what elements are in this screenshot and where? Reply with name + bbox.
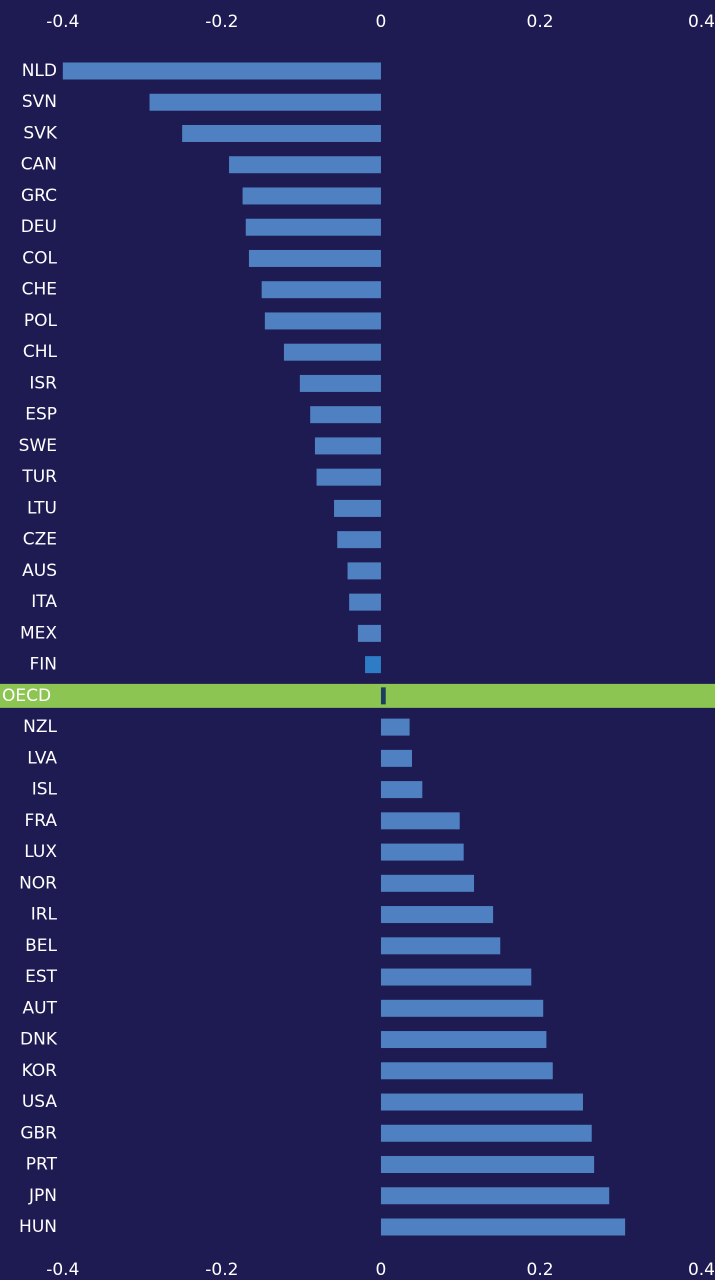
bar: [349, 593, 381, 611]
bar: [380, 1187, 610, 1205]
category-label: TUR: [21, 467, 57, 487]
category-label: DNK: [20, 1030, 58, 1050]
x-tick-label-top: 0: [376, 12, 387, 32]
bar: [229, 156, 381, 174]
bar: [261, 281, 381, 299]
bar: [380, 874, 475, 892]
bar: [182, 124, 381, 142]
x-tick-label-top: 0.2: [527, 12, 554, 32]
category-label: AUT: [23, 998, 58, 1018]
category-label: NZL: [23, 717, 57, 737]
bar: [380, 999, 544, 1017]
bar: [347, 562, 381, 580]
category-label: FIN: [29, 655, 57, 675]
bar: [380, 1218, 626, 1236]
bar: [380, 687, 386, 705]
category-label: SVN: [22, 92, 57, 112]
category-label: NOR: [19, 873, 57, 893]
category-label: CHL: [23, 342, 58, 362]
bar: [380, 1156, 595, 1174]
category-label: CHE: [22, 280, 57, 300]
category-label: PRT: [26, 1155, 58, 1175]
category-label: GRC: [21, 186, 57, 206]
category-label: OECD: [2, 686, 51, 706]
category-label: LVA: [27, 748, 57, 768]
category-label: POL: [24, 311, 58, 331]
bar: [242, 187, 381, 205]
bar: [380, 1031, 547, 1049]
category-label: NLD: [22, 61, 57, 81]
category-label: FRA: [24, 811, 57, 831]
bar: [380, 781, 423, 799]
category-label: USA: [22, 1092, 58, 1112]
category-label: DEU: [21, 217, 57, 237]
bar: [337, 531, 381, 549]
bar: [314, 437, 381, 455]
category-label: GBR: [20, 1123, 57, 1143]
bar: [380, 906, 494, 924]
category-label: ISR: [29, 373, 57, 393]
category-label: ISL: [32, 780, 58, 800]
bar: [380, 843, 464, 861]
bar: [380, 1062, 553, 1080]
category-label: KOR: [22, 1061, 58, 1081]
x-tick-label-top: -0.2: [205, 12, 238, 32]
category-label: SVK: [23, 123, 57, 143]
category-label: ITA: [31, 592, 57, 612]
x-tick-label-bottom: -0.4: [46, 1260, 79, 1280]
x-tick-label-bottom: 0.2: [527, 1260, 554, 1280]
category-label: ESP: [25, 405, 57, 425]
bar: [62, 62, 381, 80]
x-tick-label-bottom: -0.2: [205, 1260, 238, 1280]
category-label: JPN: [28, 1186, 57, 1206]
bar: [310, 406, 381, 424]
category-label: IRL: [31, 905, 58, 925]
bar: [380, 968, 532, 986]
bar: [380, 1124, 592, 1142]
bar: [316, 468, 381, 486]
x-tick-label-top: 0.4: [688, 12, 715, 32]
category-label: LTU: [27, 498, 57, 518]
bar: [248, 249, 381, 267]
bar: [357, 624, 381, 642]
bar: [365, 656, 381, 674]
bar: [334, 499, 381, 517]
category-label: HUN: [19, 1217, 57, 1237]
category-label: CAN: [21, 155, 57, 175]
bar: [380, 812, 460, 830]
bar: [149, 93, 381, 111]
category-label: COL: [22, 248, 57, 268]
category-label: CZE: [23, 530, 57, 550]
category-label: MEX: [20, 623, 57, 643]
x-tick-label-top: -0.4: [46, 12, 79, 32]
category-label: LUX: [24, 842, 57, 862]
x-tick-label-bottom: 0: [376, 1260, 387, 1280]
category-label: SWE: [19, 436, 57, 456]
category-label: EST: [25, 967, 58, 987]
bar: [380, 749, 412, 767]
bar: [380, 718, 410, 736]
bar: [245, 218, 381, 236]
category-label: AUS: [22, 561, 57, 581]
bar: [299, 374, 381, 392]
bar: [283, 343, 381, 361]
bar: [380, 1093, 583, 1111]
highlight-band: [0, 683, 715, 708]
bar: [264, 312, 381, 330]
category-label: BEL: [25, 936, 57, 956]
bar: [380, 937, 501, 955]
x-tick-label-bottom: 0.4: [688, 1260, 715, 1280]
